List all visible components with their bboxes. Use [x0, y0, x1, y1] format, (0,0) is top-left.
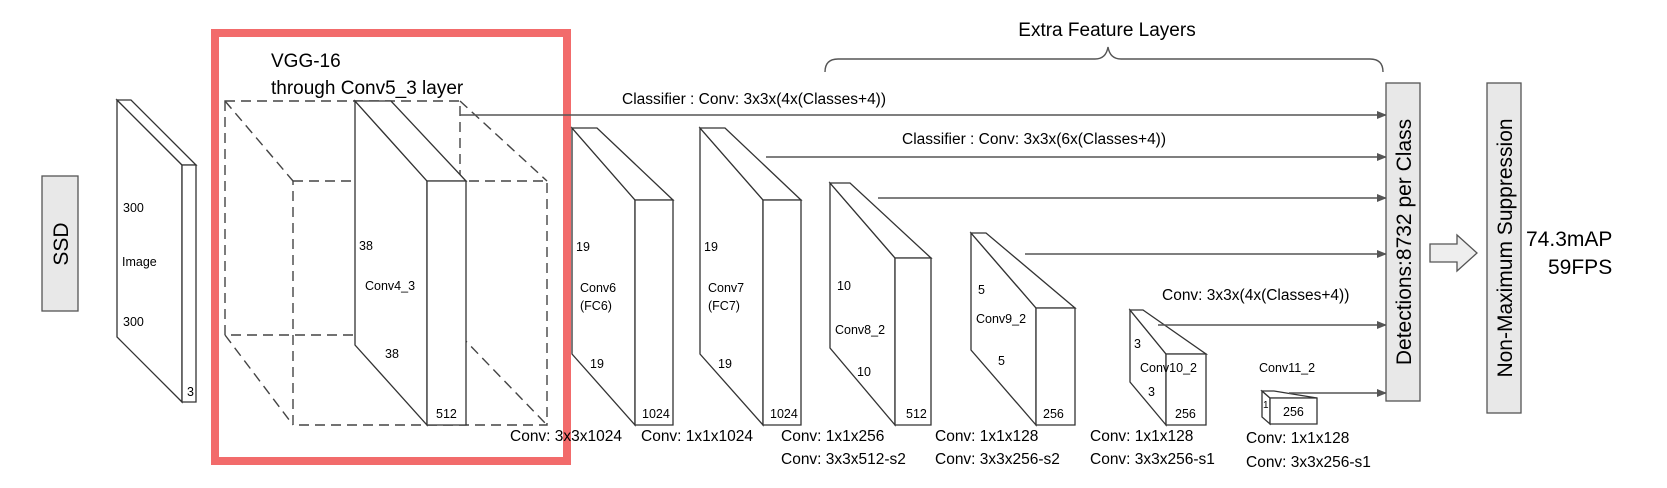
image-width-label: 300: [123, 315, 144, 329]
image-depth-label: 3: [187, 385, 194, 399]
conv9-2-name-label: Conv9_2: [976, 312, 1026, 326]
classifier-label-2: Classifier : Conv: 3x3x(6x(Classes+4)): [902, 131, 1166, 148]
conv4-3-height-label: 38: [359, 239, 373, 253]
conv4-3-width-label: 38: [385, 347, 399, 361]
conv7-depth-label: 1024: [770, 407, 798, 421]
operation-labels: Conv: 3x3x1024 Conv: 1x1x1024 Conv: 1x1x…: [510, 428, 1371, 471]
conv7-name-sub-label: (FC7): [708, 299, 740, 313]
conv6-depth-label: 1024: [642, 407, 670, 421]
op-conv8-label-2: Conv: 3x3x512-s2: [781, 451, 906, 468]
conv9-2-depth-label: 256: [1043, 407, 1064, 421]
conv6-name-label: Conv6: [580, 281, 616, 295]
op-conv10-label-2: Conv: 3x3x256-s1: [1090, 451, 1215, 468]
vgg16-subtitle: through Conv5_3 layer: [271, 78, 464, 99]
conv9-2-block: 5 Conv9_2 5 256: [969, 231, 1077, 427]
conv6-name-sub-label: (FC6): [580, 299, 612, 313]
conv6-block: 19 Conv6 (FC6) 19 1024: [570, 126, 675, 427]
conv10-2-height-label: 3: [1134, 337, 1141, 351]
vgg16-highlight-frame: [211, 29, 571, 465]
conv4-3-block: 38 Conv4_3 38 512: [353, 99, 468, 427]
extra-layers-brace: Extra Feature Layers: [824, 20, 1384, 73]
conv9-2-height-label: 5: [978, 283, 985, 297]
conv6-width-label: 19: [590, 357, 604, 371]
conv10-2-width-label: 3: [1148, 385, 1155, 399]
conv8-2-width-label: 10: [857, 365, 871, 379]
conv8-2-block: 10 Conv8_2 10 512: [828, 181, 933, 427]
conv7-block: 19 Conv7 (FC7) 19 1024: [698, 126, 803, 427]
input-image-block: 300 Image 300 3: [115, 98, 198, 404]
vgg16-title: VGG-16: [271, 51, 341, 72]
detections-label: Detections:8732 per Class: [1393, 119, 1416, 365]
classifier-label-1: Classifier : Conv: 3x3x(4x(Classes+4)): [622, 91, 886, 108]
conv10-2-depth-label: 256: [1175, 407, 1196, 421]
conv4-3-name-label: Conv4_3: [365, 279, 415, 293]
conv7-name-label: Conv7: [708, 281, 744, 295]
op-conv11-label-2: Conv: 3x3x256-s1: [1246, 454, 1371, 471]
conv11-2-block: 1 256 Conv11_2: [1259, 361, 1318, 426]
op-conv7-label: Conv: 1x1x1024: [641, 428, 753, 445]
conv10-2-block: 3 Conv10_2 3 256: [1128, 308, 1209, 427]
op-conv11-label-1: Conv: 1x1x128: [1246, 430, 1349, 447]
image-height-label: 300: [123, 201, 144, 215]
op-conv9-label-1: Conv: 1x1x128: [935, 428, 1038, 445]
conv11-2-name-label: Conv11_2: [1259, 361, 1315, 375]
vgg16-dashed-cube: [224, 100, 548, 426]
op-conv9-label-2: Conv: 3x3x256-s2: [935, 451, 1060, 468]
hollow-arrow-icon: [1429, 233, 1478, 273]
op-conv10-label-1: Conv: 1x1x128: [1090, 428, 1193, 445]
result-fps: 59FPS: [1548, 256, 1612, 279]
ssd-label: SSD: [50, 222, 73, 265]
conv4-3-depth-label: 512: [436, 407, 457, 421]
classifier-arrows: [460, 111, 1387, 397]
conv11-2-height-label: 1: [1263, 400, 1269, 411]
conv7-width-label: 19: [718, 357, 732, 371]
op-conv8-label-1: Conv: 1x1x256: [781, 428, 884, 445]
conv7-height-label: 19: [704, 240, 718, 254]
classifier-label-3: Conv: 3x3x(4x(Classes+4)): [1162, 287, 1349, 304]
image-name-label: Image: [122, 255, 157, 269]
conv8-2-height-label: 10: [837, 279, 851, 293]
conv8-2-name-label: Conv8_2: [835, 323, 885, 337]
conv9-2-width-label: 5: [998, 354, 1005, 368]
op-conv6-label: Conv: 3x3x1024: [510, 428, 622, 445]
conv10-2-name-label: Conv10_2: [1140, 361, 1197, 375]
conv8-2-depth-label: 512: [906, 407, 927, 421]
result-map: 74.3mAP: [1526, 228, 1612, 251]
extra-layers-title: Extra Feature Layers: [1018, 20, 1195, 41]
conv6-height-label: 19: [576, 240, 590, 254]
nms-label: Non-Maximum Suppression: [1494, 118, 1517, 377]
detections-box: Detections:8732 per Class: [1385, 82, 1421, 402]
ssd-label-box: SSD: [41, 175, 79, 312]
nms-box: Non-Maximum Suppression: [1486, 82, 1522, 414]
conv11-2-depth-label: 256: [1283, 405, 1304, 419]
